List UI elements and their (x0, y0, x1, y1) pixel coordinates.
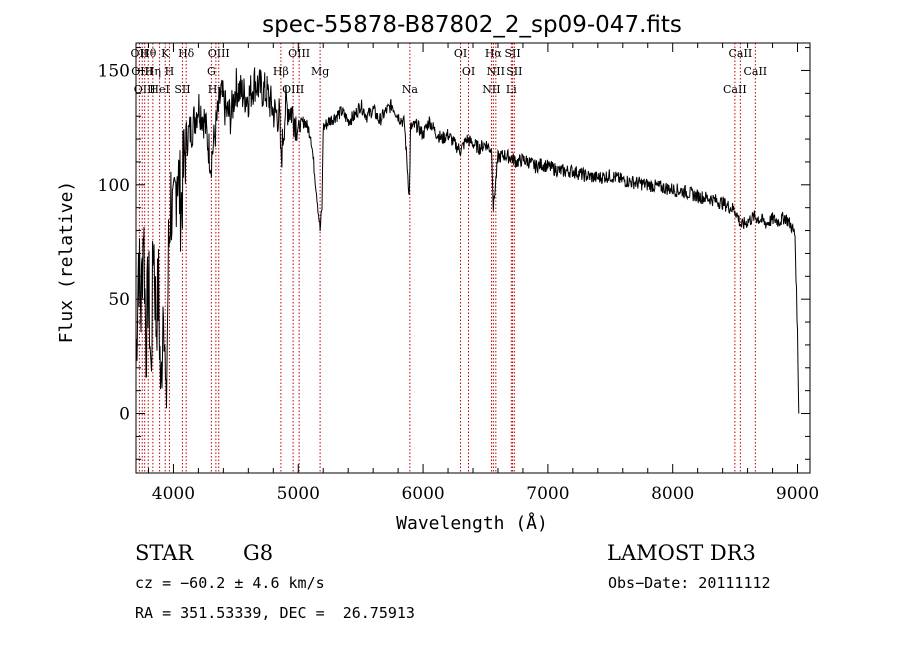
x-tick-label: 8000 (651, 484, 694, 504)
x-axis-label: Wavelength (Å) (396, 512, 548, 534)
line-marker-label: OII (131, 47, 149, 60)
y-tick-label: 150 (98, 61, 130, 81)
x-tick-label: 7000 (526, 484, 569, 504)
coordinates: RA = 351.53339, DEC = 26.75913 (135, 604, 415, 622)
line-marker-label: K (161, 47, 170, 60)
object-class: STAR (135, 541, 194, 565)
observation-date: Obs−Date: 20111112 (608, 574, 771, 592)
chart-title: spec-55878-B87802_2_sp09-047.fits (262, 12, 682, 38)
line-marker-label: NII (487, 65, 505, 78)
line-marker-label: Hβ (273, 65, 289, 78)
line-marker-label: CaII (729, 47, 753, 60)
line-marker-label: Na (402, 83, 419, 96)
line-marker-label: OIII (131, 65, 153, 78)
line-marker-label: OIII (134, 83, 156, 96)
line-marker-label: NII (482, 83, 500, 96)
line-marker-label: Hθ (140, 47, 157, 60)
line-marker-label: Hα (485, 47, 503, 60)
line-marker-label: Hδ (178, 47, 195, 60)
line-marker-label: OIII (282, 83, 304, 96)
x-tick-label: 4000 (152, 484, 195, 504)
y-tick-label: 50 (108, 290, 130, 310)
x-axis: 4000 5000 6000 7000 8000 9000 (147, 43, 819, 504)
line-marker-label: Hγ (208, 83, 225, 96)
y-axis-label: Flux (relative) (56, 181, 77, 344)
line-marker-label: Hη (145, 65, 161, 78)
line-marker-label: OI (454, 47, 467, 60)
x-tick-label: 6000 (401, 484, 444, 504)
line-marker-label: SII (504, 47, 520, 60)
line-marker-label: H (165, 65, 175, 78)
spectral-line-markers (138, 43, 756, 473)
spectrum-line (135, 67, 800, 414)
line-marker-label: SII (506, 65, 522, 78)
plot-frame (135, 42, 811, 474)
line-marker-label: Mg (311, 65, 329, 78)
x-tick-label: 5000 (277, 484, 320, 504)
line-marker-label: OIII (208, 47, 230, 60)
spectral-line-labels: OII OIII OIII Hθ Hη HeI KH SII Hδ G Hγ OIII Hβ OIII OI… (131, 47, 768, 96)
line-marker-label: OIII (288, 47, 310, 60)
y-tick-label: 0 (119, 405, 130, 425)
line-marker-label: Li (506, 83, 517, 96)
redshift-velocity: cz = −60.2 ± 4.6 km/s (135, 574, 325, 592)
line-marker-label: HeI (149, 83, 169, 96)
line-marker-label: SII (174, 83, 190, 96)
object-subclass: G8 (243, 541, 274, 565)
x-tick-label: 9000 (776, 484, 819, 504)
line-marker-label: CaII (743, 65, 767, 78)
line-marker-label: OI (462, 65, 475, 78)
y-tick-label: 100 (98, 176, 130, 196)
line-marker-label: G (207, 65, 216, 78)
survey-name: LAMOST DR3 (607, 541, 756, 565)
y-axis: 0 50 100 150 (98, 47, 810, 460)
line-marker-label: CaII (723, 83, 747, 96)
